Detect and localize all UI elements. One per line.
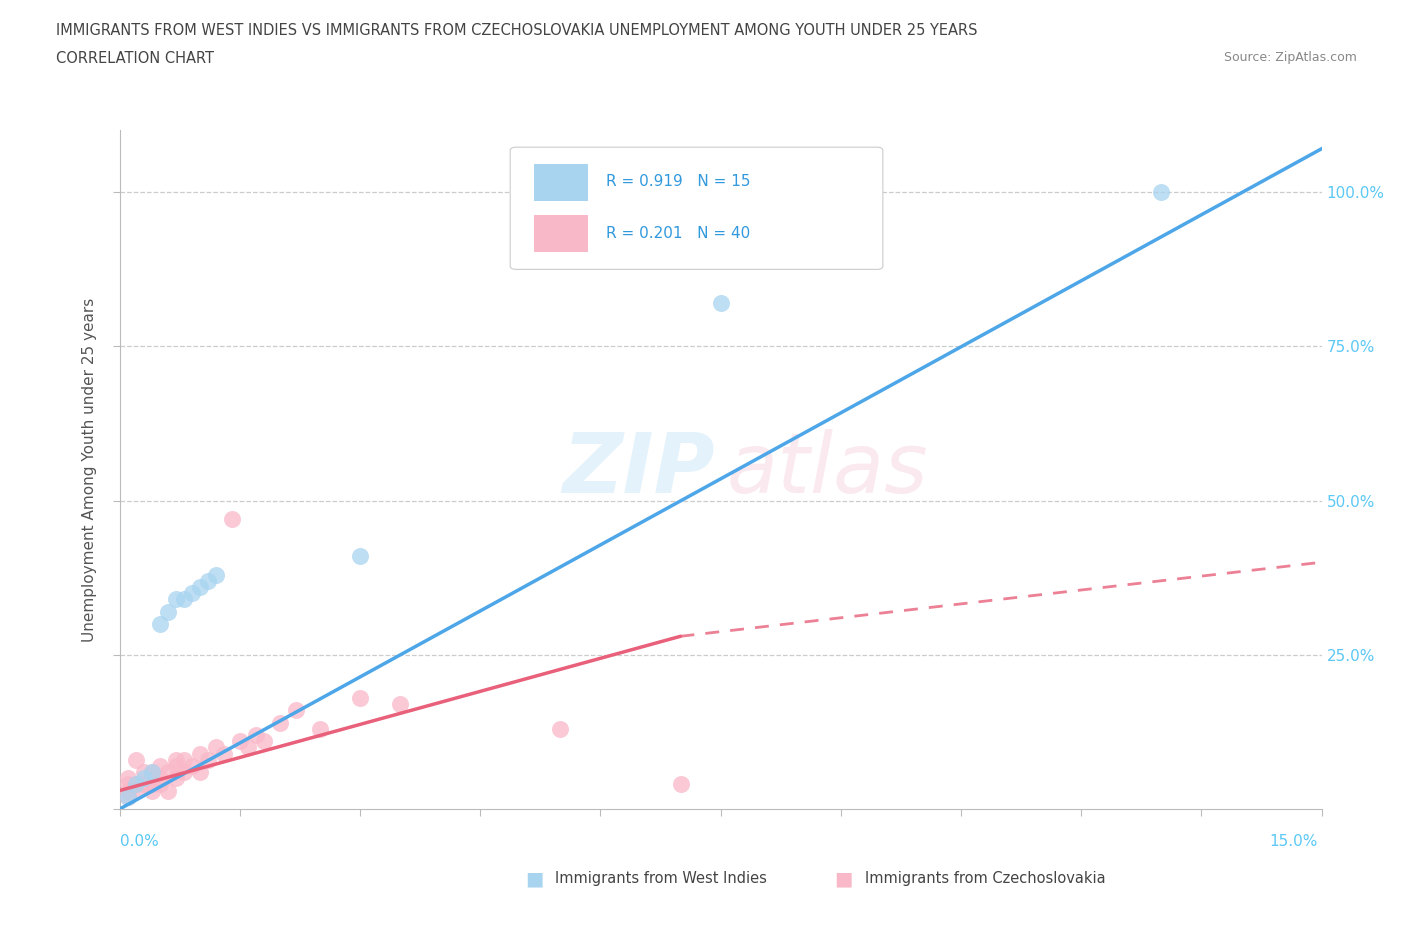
Text: R = 0.201   N = 40: R = 0.201 N = 40	[606, 226, 751, 241]
Text: Immigrants from Czechoslovakia: Immigrants from Czechoslovakia	[865, 871, 1105, 886]
Point	[156, 764, 179, 779]
Point	[156, 604, 179, 619]
Point	[117, 783, 139, 798]
Point	[253, 734, 276, 749]
Point	[141, 783, 163, 798]
Text: 0.0%: 0.0%	[120, 834, 159, 849]
Point	[165, 771, 187, 786]
Point	[132, 777, 155, 791]
Point	[188, 746, 211, 761]
Point	[188, 764, 211, 779]
Point	[197, 752, 219, 767]
Point	[141, 764, 163, 779]
Point	[349, 549, 371, 564]
Point	[149, 777, 172, 791]
Point	[197, 573, 219, 588]
Point	[212, 746, 235, 761]
Point	[550, 722, 572, 737]
Point	[221, 512, 243, 526]
Bar	[534, 164, 588, 202]
Point	[165, 591, 187, 606]
Point	[165, 752, 187, 767]
Point	[117, 790, 139, 804]
Point	[165, 759, 187, 774]
Text: CORRELATION CHART: CORRELATION CHART	[56, 51, 214, 66]
Text: ■: ■	[834, 870, 853, 888]
Point	[309, 722, 332, 737]
Point	[269, 715, 291, 730]
Point	[141, 764, 163, 779]
Point	[204, 567, 226, 582]
FancyBboxPatch shape	[510, 147, 883, 270]
Point	[388, 697, 412, 711]
Point	[173, 591, 195, 606]
Point	[709, 296, 731, 311]
Point	[124, 777, 146, 791]
Point	[204, 740, 226, 755]
Point	[669, 777, 692, 791]
Point	[117, 777, 139, 791]
Point	[284, 703, 307, 718]
Point	[124, 777, 146, 791]
Point	[245, 727, 267, 742]
Point	[117, 771, 139, 786]
Point	[236, 740, 259, 755]
Point	[173, 752, 195, 767]
Point	[141, 777, 163, 791]
Text: R = 0.919   N = 15: R = 0.919 N = 15	[606, 174, 751, 189]
Point	[149, 771, 172, 786]
Point	[188, 579, 211, 594]
Point	[124, 783, 146, 798]
Point	[124, 752, 146, 767]
Text: ■: ■	[524, 870, 544, 888]
Point	[173, 764, 195, 779]
Bar	[534, 215, 588, 252]
Point	[132, 771, 155, 786]
Text: Immigrants from West Indies: Immigrants from West Indies	[555, 871, 768, 886]
Text: atlas: atlas	[727, 429, 928, 511]
Y-axis label: Unemployment Among Youth under 25 years: Unemployment Among Youth under 25 years	[82, 298, 97, 642]
Text: IMMIGRANTS FROM WEST INDIES VS IMMIGRANTS FROM CZECHOSLOVAKIA UNEMPLOYMENT AMONG: IMMIGRANTS FROM WEST INDIES VS IMMIGRANT…	[56, 23, 977, 38]
Point	[117, 790, 139, 804]
Text: Source: ZipAtlas.com: Source: ZipAtlas.com	[1223, 51, 1357, 64]
Point	[180, 759, 202, 774]
Point	[156, 783, 179, 798]
Point	[132, 764, 155, 779]
Point	[228, 734, 252, 749]
Text: ZIP: ZIP	[562, 429, 714, 511]
Text: 15.0%: 15.0%	[1270, 834, 1317, 849]
Point	[349, 691, 371, 706]
Point	[180, 586, 202, 601]
Point	[149, 617, 172, 631]
Point	[1150, 184, 1173, 199]
Point	[149, 759, 172, 774]
